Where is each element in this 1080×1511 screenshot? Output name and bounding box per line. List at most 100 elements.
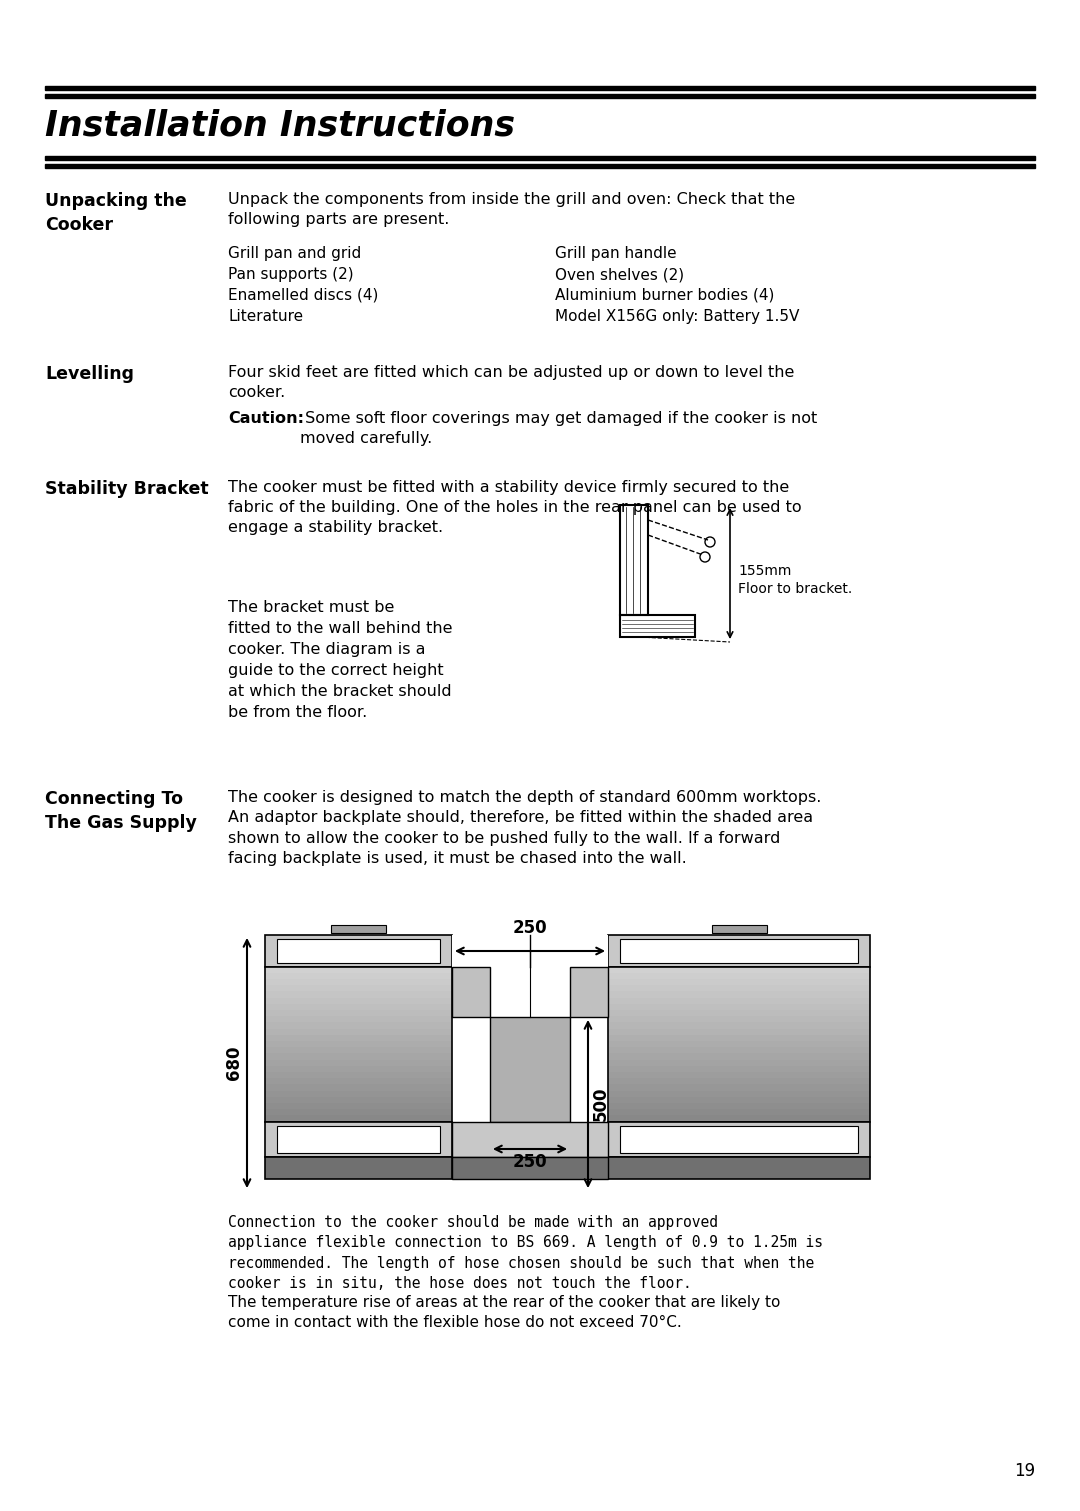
Bar <box>608 1041 870 1047</box>
Bar <box>265 991 453 997</box>
Bar <box>453 1157 608 1179</box>
Text: Levelling: Levelling <box>45 366 134 382</box>
Bar <box>608 1115 870 1123</box>
Bar <box>265 1003 453 1011</box>
Text: 250: 250 <box>513 1153 548 1171</box>
Bar <box>608 979 870 985</box>
Bar <box>45 94 1035 98</box>
Bar <box>265 1115 453 1123</box>
Text: Four skid feet are fitted which can be adjusted up or down to level the
cooker.: Four skid feet are fitted which can be a… <box>228 366 795 400</box>
Text: Stability Bracket: Stability Bracket <box>45 480 208 499</box>
Bar <box>608 1015 870 1023</box>
Bar <box>265 1023 453 1029</box>
Bar <box>570 967 608 1017</box>
Bar <box>608 1035 870 1041</box>
Bar <box>608 1123 870 1157</box>
Bar <box>265 1109 453 1115</box>
Bar <box>608 1009 870 1017</box>
Text: 19: 19 <box>1014 1463 1035 1479</box>
Text: Pan supports (2): Pan supports (2) <box>228 267 353 283</box>
Text: 500: 500 <box>592 1086 610 1121</box>
Bar <box>608 1053 870 1061</box>
Bar <box>265 1103 453 1109</box>
Bar <box>608 1079 870 1085</box>
Bar <box>265 967 453 973</box>
Bar <box>712 925 767 932</box>
Bar <box>608 1023 870 1029</box>
Text: Connecting To
The Gas Supply: Connecting To The Gas Supply <box>45 790 197 831</box>
Bar <box>265 1009 453 1017</box>
Text: 155mm
Floor to bracket.: 155mm Floor to bracket. <box>738 564 852 595</box>
Bar <box>276 1126 440 1153</box>
Bar <box>265 1053 453 1061</box>
Bar <box>608 1091 870 1097</box>
Bar <box>453 1123 608 1157</box>
Bar <box>265 1035 453 1041</box>
Bar <box>608 1109 870 1115</box>
Bar <box>265 1065 453 1073</box>
Bar <box>608 1059 870 1067</box>
Bar <box>265 967 453 1123</box>
Bar <box>265 1079 453 1085</box>
Bar <box>265 979 453 985</box>
Bar <box>330 925 386 932</box>
Text: Grill pan and grid: Grill pan and grid <box>228 246 361 261</box>
Bar <box>265 985 453 991</box>
Bar <box>608 1103 870 1109</box>
Bar <box>608 967 870 1123</box>
Bar <box>265 1091 453 1097</box>
Text: 680: 680 <box>225 1046 243 1080</box>
Text: Caution:: Caution: <box>228 411 303 426</box>
Text: Installation Instructions: Installation Instructions <box>45 107 515 142</box>
Bar <box>608 997 870 1005</box>
Bar <box>265 1071 453 1079</box>
Text: Grill pan handle: Grill pan handle <box>555 246 677 261</box>
Text: Oven shelves (2): Oven shelves (2) <box>555 267 684 283</box>
Text: Model X156G only: Battery 1.5V: Model X156G only: Battery 1.5V <box>555 310 799 323</box>
Bar <box>608 973 870 979</box>
Text: Aluminium burner bodies (4): Aluminium burner bodies (4) <box>555 289 774 304</box>
Bar <box>620 505 648 615</box>
Bar <box>620 1126 858 1153</box>
Text: The temperature rise of areas at the rear of the cooker that are likely to
come : The temperature rise of areas at the rea… <box>228 1295 781 1330</box>
Text: Literature: Literature <box>228 310 303 323</box>
Bar <box>490 1017 570 1123</box>
Bar <box>608 1097 870 1103</box>
Bar <box>45 86 1035 91</box>
Bar <box>608 991 870 997</box>
Text: Unpack the components from inside the grill and oven: Check that the
following p: Unpack the components from inside the gr… <box>228 192 795 227</box>
Bar <box>265 973 453 979</box>
Bar <box>265 997 453 1005</box>
Bar <box>265 1059 453 1067</box>
Bar <box>608 1157 870 1179</box>
Text: 250: 250 <box>513 919 548 937</box>
Bar <box>45 156 1035 160</box>
Bar <box>608 1065 870 1073</box>
Bar <box>265 1041 453 1047</box>
Bar <box>608 1003 870 1011</box>
Text: Some soft floor coverings may get damaged if the cooker is not
moved carefully.: Some soft floor coverings may get damage… <box>300 411 818 446</box>
Bar <box>265 1097 453 1103</box>
Bar <box>265 1029 453 1035</box>
Text: Connection to the cooker should be made with an approved
appliance flexible conn: Connection to the cooker should be made … <box>228 1215 823 1292</box>
Bar <box>265 1085 453 1091</box>
Bar <box>620 938 858 963</box>
Text: The cooker must be fitted with a stability device firmly secured to the
fabric o: The cooker must be fitted with a stabili… <box>228 480 801 535</box>
Bar <box>608 1029 870 1035</box>
Text: Unpacking the
Cooker: Unpacking the Cooker <box>45 192 187 234</box>
Text: The cooker is designed to match the depth of standard 600mm worktops.
An adaptor: The cooker is designed to match the dept… <box>228 790 822 866</box>
Bar <box>453 967 490 1017</box>
Text: Enamelled discs (4): Enamelled discs (4) <box>228 289 378 304</box>
Bar <box>45 165 1035 168</box>
Bar <box>608 985 870 991</box>
Bar <box>608 1071 870 1079</box>
Bar <box>453 935 608 967</box>
Bar <box>608 967 870 973</box>
Bar <box>608 935 870 967</box>
Bar <box>608 1047 870 1053</box>
Bar <box>265 935 453 967</box>
Bar <box>608 1085 870 1091</box>
Bar <box>276 938 440 963</box>
Bar <box>620 615 696 638</box>
Bar <box>265 1123 453 1157</box>
